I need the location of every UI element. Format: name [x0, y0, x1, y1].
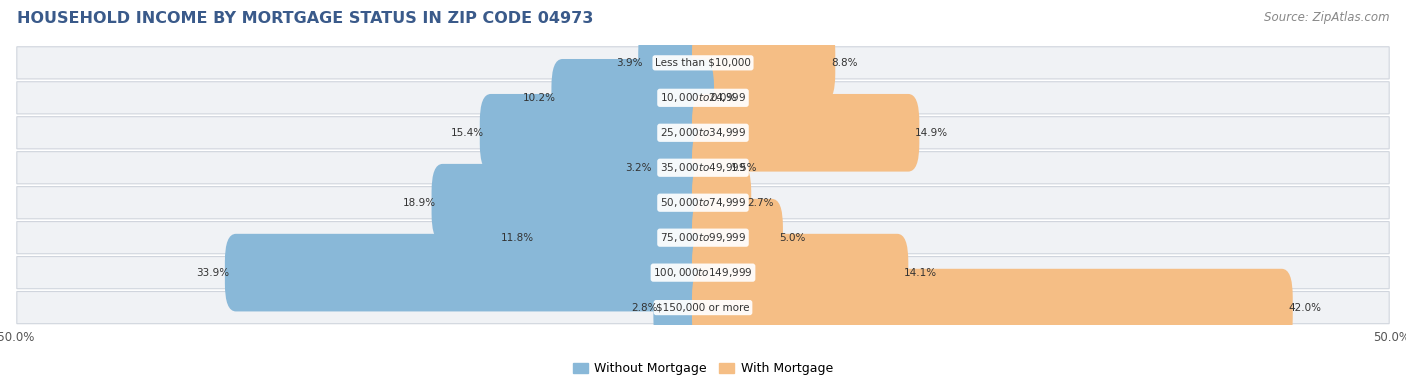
Text: 1.5%: 1.5% — [731, 163, 756, 173]
FancyBboxPatch shape — [654, 269, 714, 346]
FancyBboxPatch shape — [17, 82, 1389, 114]
Text: 10.2%: 10.2% — [523, 93, 555, 103]
Text: $100,000 to $149,999: $100,000 to $149,999 — [654, 266, 752, 279]
FancyBboxPatch shape — [17, 187, 1389, 219]
Text: HOUSEHOLD INCOME BY MORTGAGE STATUS IN ZIP CODE 04973: HOUSEHOLD INCOME BY MORTGAGE STATUS IN Z… — [17, 11, 593, 26]
Text: 11.8%: 11.8% — [501, 233, 533, 243]
FancyBboxPatch shape — [638, 24, 714, 102]
FancyBboxPatch shape — [17, 257, 1389, 289]
FancyBboxPatch shape — [17, 222, 1389, 254]
FancyBboxPatch shape — [692, 129, 735, 206]
FancyBboxPatch shape — [692, 94, 920, 172]
FancyBboxPatch shape — [692, 24, 835, 102]
Text: Source: ZipAtlas.com: Source: ZipAtlas.com — [1264, 11, 1389, 24]
FancyBboxPatch shape — [17, 291, 1389, 324]
Text: 15.4%: 15.4% — [451, 128, 484, 138]
Text: 2.7%: 2.7% — [747, 198, 773, 208]
FancyBboxPatch shape — [225, 234, 714, 311]
Text: 0.0%: 0.0% — [710, 93, 737, 103]
Text: $50,000 to $74,999: $50,000 to $74,999 — [659, 196, 747, 209]
FancyBboxPatch shape — [551, 59, 714, 136]
FancyBboxPatch shape — [530, 199, 714, 276]
Text: $10,000 to $24,999: $10,000 to $24,999 — [659, 91, 747, 104]
Text: $150,000 or more: $150,000 or more — [657, 303, 749, 313]
FancyBboxPatch shape — [479, 94, 714, 172]
Text: 2.8%: 2.8% — [631, 303, 658, 313]
Text: 5.0%: 5.0% — [779, 233, 806, 243]
FancyBboxPatch shape — [17, 117, 1389, 149]
FancyBboxPatch shape — [432, 164, 714, 242]
FancyBboxPatch shape — [648, 129, 714, 206]
Text: $75,000 to $99,999: $75,000 to $99,999 — [659, 231, 747, 244]
Text: 18.9%: 18.9% — [402, 198, 436, 208]
Text: 33.9%: 33.9% — [195, 268, 229, 277]
FancyBboxPatch shape — [692, 199, 783, 276]
Text: $25,000 to $34,999: $25,000 to $34,999 — [659, 126, 747, 139]
FancyBboxPatch shape — [17, 47, 1389, 79]
FancyBboxPatch shape — [692, 269, 1292, 346]
FancyBboxPatch shape — [17, 152, 1389, 184]
FancyBboxPatch shape — [692, 234, 908, 311]
Text: 14.9%: 14.9% — [915, 128, 948, 138]
Text: 3.9%: 3.9% — [616, 58, 643, 68]
FancyBboxPatch shape — [692, 164, 751, 242]
Text: 3.2%: 3.2% — [626, 163, 652, 173]
Text: Less than $10,000: Less than $10,000 — [655, 58, 751, 68]
Text: 8.8%: 8.8% — [831, 58, 858, 68]
Text: 14.1%: 14.1% — [904, 268, 938, 277]
Text: 42.0%: 42.0% — [1289, 303, 1322, 313]
Legend: Without Mortgage, With Mortgage: Without Mortgage, With Mortgage — [568, 357, 838, 378]
Text: $35,000 to $49,999: $35,000 to $49,999 — [659, 161, 747, 174]
